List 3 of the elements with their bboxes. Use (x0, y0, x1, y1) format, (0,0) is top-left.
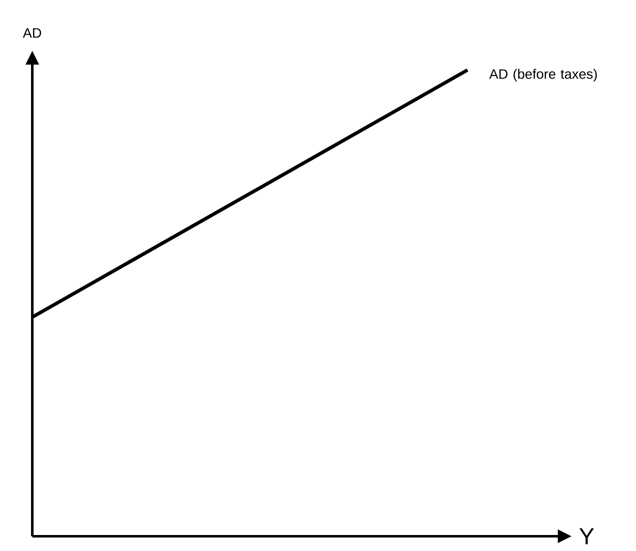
y-axis-title: AD (22, 28, 42, 38)
series-label: AD (before taxes) (489, 68, 597, 82)
x-axis-title: Y (579, 528, 594, 544)
